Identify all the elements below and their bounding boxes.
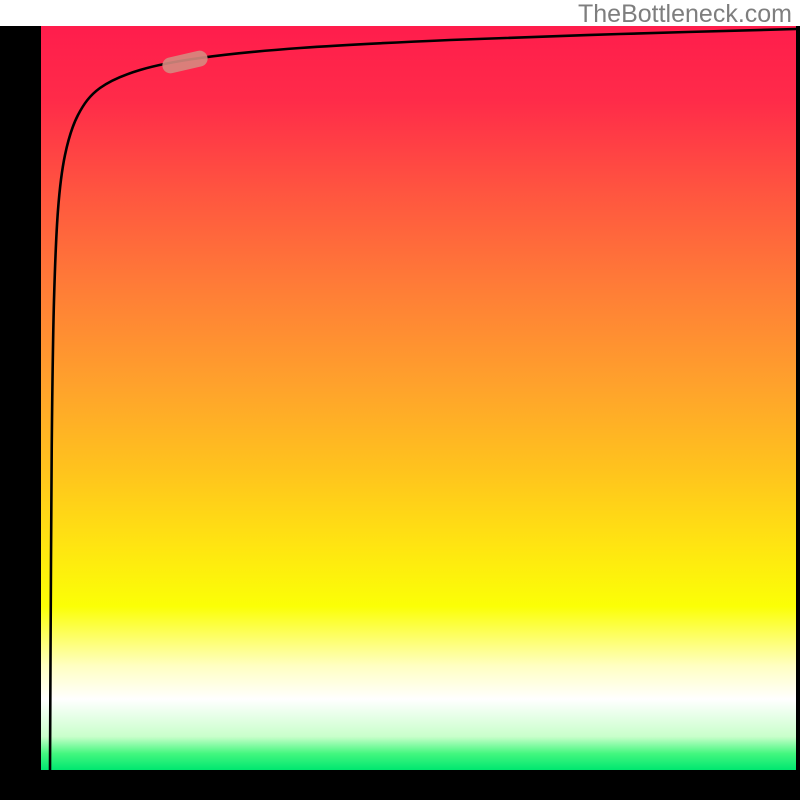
chart-container: TheBottleneck.com [0,0,800,800]
axis-right [796,26,800,770]
axis-left [0,26,41,800]
watermark-text: TheBottleneck.com [578,0,792,29]
chart-svg [0,0,800,800]
axis-bottom [0,770,800,800]
plot-background [41,26,796,770]
